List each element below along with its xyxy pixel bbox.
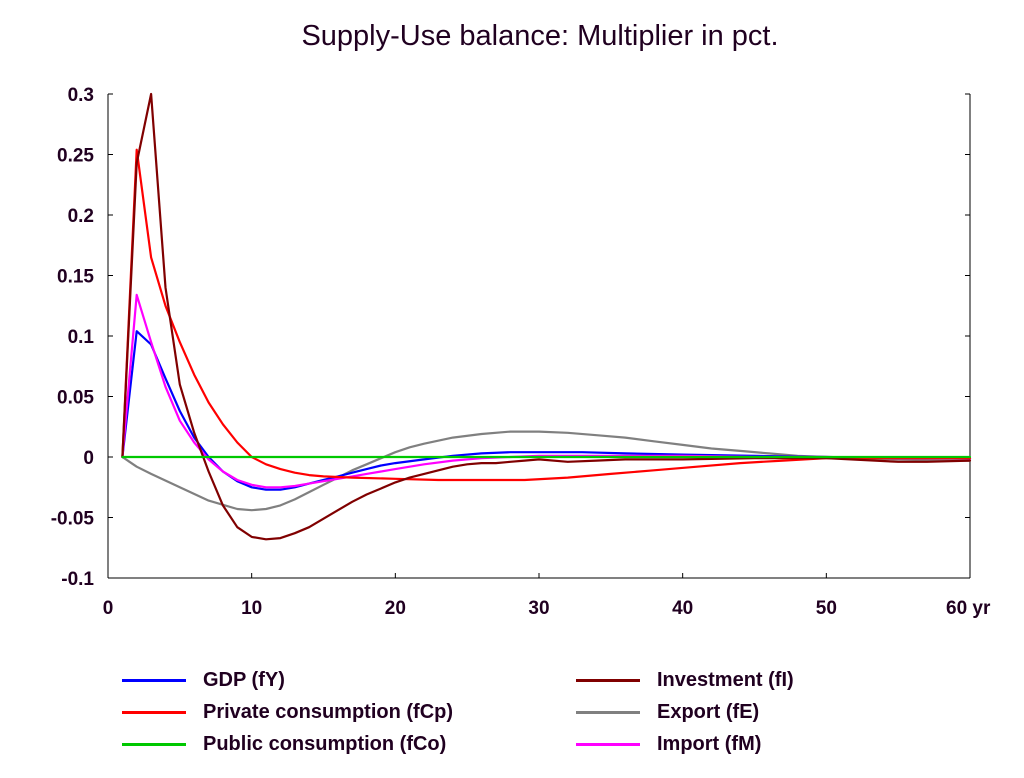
legend: GDP (fY) Private consumption (fCp) Publi… (0, 664, 1024, 764)
x-tick-label: 20 (385, 598, 406, 619)
tick-labels: 0.3 0.25 0.2 0.15 0.1 0.05 0 -0.05 -0.1 0 10 20 30 40… (51, 85, 991, 619)
legend-item-private-consumption: Private consumption (fCp) (122, 696, 453, 728)
x-tick-label: 30 (528, 598, 549, 619)
y-tick-label: 0 (83, 448, 94, 469)
series-line-investment (121, 92, 972, 541)
y-tick-label: -0.1 (61, 569, 94, 590)
y-tick-label: -0.05 (51, 509, 95, 530)
series-line-private-consumption (121, 148, 972, 482)
x-tick-label: 50 (816, 598, 837, 619)
legend-swatch-export (576, 710, 640, 714)
x-tick-label: 10 (241, 598, 262, 619)
chart-title: Supply-Use balance: Multiplier in pct. (301, 20, 779, 52)
legend-item-import: Import (fM) (576, 728, 761, 760)
y-tick-label: 0.3 (68, 85, 94, 106)
y-tick-label: 0.25 (57, 146, 94, 167)
legend-item-investment: Investment (fI) (576, 664, 794, 696)
legend-item-public-consumption: Public consumption (fCo) (122, 728, 446, 760)
legend-label-investment: Investment (fI) (657, 668, 794, 691)
y-tick-label: 0.2 (68, 206, 94, 227)
legend-label-public-consumption: Public consumption (fCo) (203, 732, 447, 755)
axes (107, 93, 971, 579)
series-lines (121, 92, 972, 541)
legend-item-export: Export (fE) (576, 696, 759, 728)
y-tick-label: 0.05 (57, 388, 94, 409)
legend-item-gdp: GDP (fY) (122, 664, 285, 696)
x-tick-label: 0 (103, 598, 114, 619)
x-tick-label: 60 yr (946, 598, 991, 619)
legend-swatch-public-consumption (122, 742, 186, 746)
series-line-gdp (121, 330, 972, 491)
y-tick-label: 0.15 (57, 267, 94, 288)
line-chart: 0.3 0.25 0.2 0.15 0.1 0.05 0 -0.05 -0.1 0 10 20 30 40… (51, 85, 991, 619)
legend-swatch-investment (576, 678, 640, 682)
series-line-export (121, 430, 972, 512)
legend-label-gdp: GDP (fY) (203, 668, 285, 691)
legend-label-export: Export (fE) (657, 700, 760, 723)
legend-swatch-private-consumption (122, 710, 186, 714)
legend-swatch-import (576, 742, 640, 746)
legend-label-import: Import (fM) (657, 732, 762, 755)
legend-swatch-gdp (122, 678, 186, 682)
x-tick-label: 40 (672, 598, 693, 619)
y-tick-label: 0.1 (68, 327, 95, 348)
legend-label-private-consumption: Private consumption (fCp) (203, 700, 454, 723)
